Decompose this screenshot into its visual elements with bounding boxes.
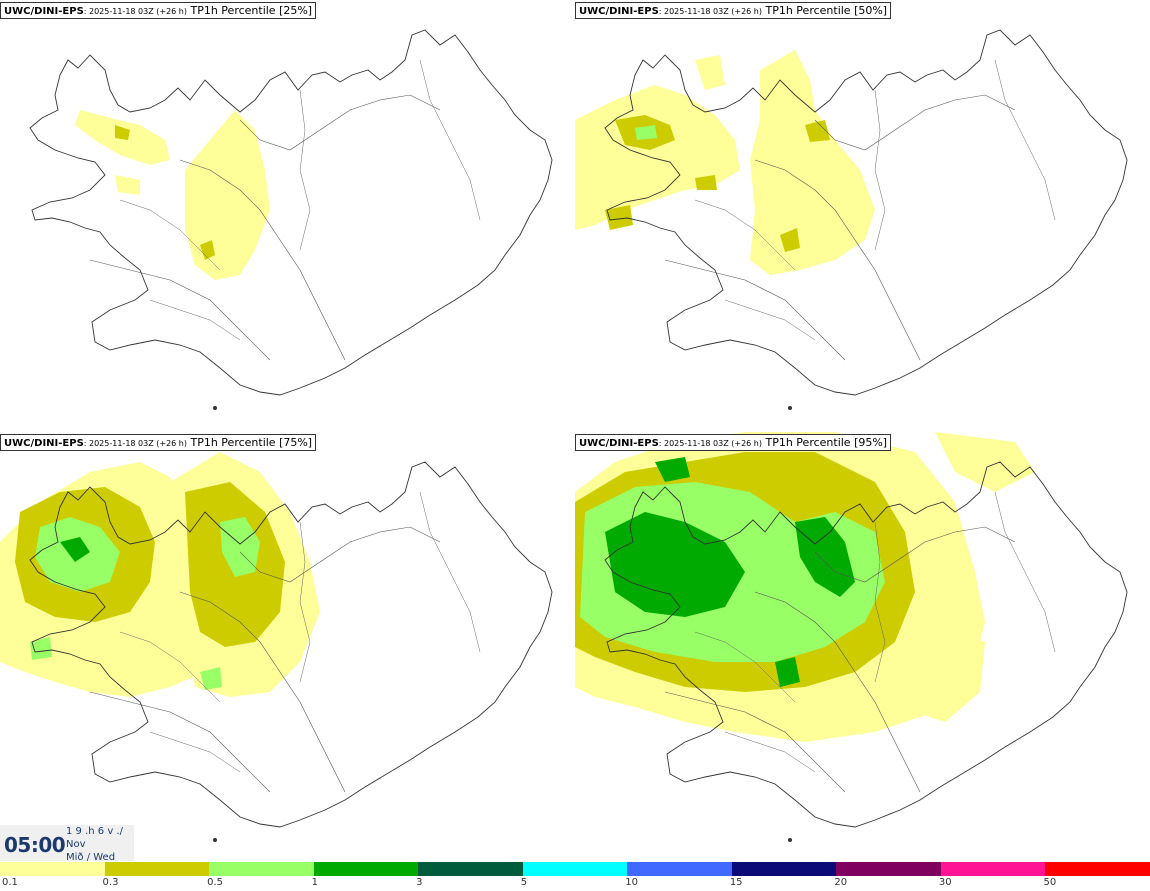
product-name: TP1h Percentile [95%]	[765, 436, 888, 449]
legend-swatch	[418, 862, 523, 876]
legend-label: 20	[834, 877, 848, 888]
legend-swatch	[104, 862, 210, 876]
legend-swatch	[836, 862, 941, 876]
map-panel-p25: UWC/DINI-EPS: 2025-11-18 03Z (+26 h) TP1…	[0, 0, 575, 432]
precip-map-p95	[575, 432, 1128, 843]
product-name: TP1h Percentile [50%]	[765, 4, 888, 17]
map-panel-p95: UWC/DINI-EPS: 2025-11-18 03Z (+26 h) TP1…	[575, 432, 1150, 864]
valid-time-clock: 05:00	[4, 833, 66, 857]
color-legend	[0, 862, 1150, 876]
precip-field	[0, 452, 320, 697]
precip-map-p75	[0, 452, 553, 843]
legend-swatch	[209, 862, 314, 876]
legend-label: 0.3	[102, 877, 119, 888]
run-info: : 2025-11-18 03Z (+26 h)	[658, 7, 762, 16]
legend-swatch	[627, 862, 732, 876]
valid-time-month: Nov	[66, 839, 86, 850]
legend-label: 0.1	[2, 877, 18, 888]
valid-time-box: 05:00 1 9 .h 6 v ./ Nov Mið / Wed	[0, 825, 134, 863]
run-info: : 2025-11-18 03Z (+26 h)	[83, 439, 187, 448]
legend-label: 10	[625, 877, 638, 888]
legend-swatch	[313, 862, 419, 876]
legend-label: 5	[520, 877, 528, 888]
legend-label: 0.5	[207, 877, 223, 888]
legend-label: 30	[938, 877, 952, 888]
legend-label: 15	[729, 877, 743, 888]
precip-map-p50	[575, 29, 1128, 411]
map-panel-p50: UWC/DINI-EPS: 2025-11-18 03Z (+26 h) TP1…	[575, 0, 1150, 432]
legend-swatch	[940, 862, 1046, 876]
product-name: TP1h Percentile [25%]	[190, 4, 313, 17]
precip-field	[575, 432, 1035, 742]
model-name: UWC/DINI-EPS	[579, 6, 659, 17]
legend-swatch	[731, 862, 837, 876]
product-name: TP1h Percentile [75%]	[190, 436, 313, 449]
model-name: UWC/DINI-EPS	[579, 438, 659, 449]
legend-swatch	[522, 862, 628, 876]
panel-title: UWC/DINI-EPS: 2025-11-18 03Z (+26 h) TP1…	[575, 2, 892, 19]
precip-field	[75, 110, 270, 280]
precip-field	[575, 50, 875, 275]
model-name: UWC/DINI-EPS	[4, 6, 84, 17]
model-name: UWC/DINI-EPS	[4, 438, 84, 449]
legend-label: 3	[416, 877, 423, 888]
valid-time-line1: 1 9 .h 6 v ./	[66, 826, 123, 837]
map-panel-p75: UWC/DINI-EPS: 2025-11-18 03Z (+26 h) TP1…	[0, 432, 575, 864]
precip-map-p25	[29, 29, 553, 411]
run-info: : 2025-11-18 03Z (+26 h)	[83, 7, 187, 16]
legend-label: 50	[1043, 877, 1057, 888]
panel-title: UWC/DINI-EPS: 2025-11-18 03Z (+26 h) TP1…	[575, 434, 892, 451]
legend-swatch	[0, 862, 105, 876]
valid-time-weekday: Mið / Wed	[66, 852, 116, 863]
legend-swatch	[1045, 862, 1150, 876]
legend-labels: 0.1 0.3 0.5 1 3 5 10 15 20 30 50	[0, 876, 1150, 891]
run-info: : 2025-11-18 03Z (+26 h)	[658, 439, 762, 448]
panel-title: UWC/DINI-EPS: 2025-11-18 03Z (+26 h) TP1…	[0, 434, 317, 451]
legend-label: 1	[311, 877, 318, 888]
panel-title: UWC/DINI-EPS: 2025-11-18 03Z (+26 h) TP1…	[0, 2, 317, 19]
